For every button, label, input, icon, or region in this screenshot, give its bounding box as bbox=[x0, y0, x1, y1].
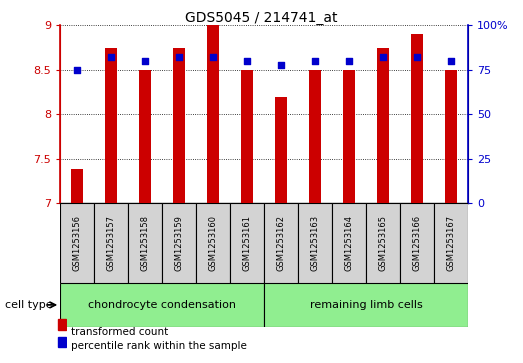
Point bbox=[209, 54, 218, 60]
Point bbox=[277, 62, 286, 68]
Text: GSM1253157: GSM1253157 bbox=[107, 215, 116, 271]
Bar bbox=[332, 203, 366, 283]
Text: GSM1253167: GSM1253167 bbox=[447, 215, 456, 271]
Bar bbox=[58, 337, 66, 347]
Text: GSM1253161: GSM1253161 bbox=[243, 215, 252, 271]
Bar bbox=[434, 203, 468, 283]
Point bbox=[243, 58, 252, 64]
Point bbox=[379, 54, 388, 60]
Text: GSM1253164: GSM1253164 bbox=[345, 215, 354, 271]
Bar bbox=[411, 34, 423, 203]
Bar bbox=[377, 48, 389, 203]
Point bbox=[311, 58, 320, 64]
Text: GSM1253165: GSM1253165 bbox=[379, 215, 388, 271]
Bar bbox=[241, 70, 253, 203]
Bar bbox=[71, 170, 83, 203]
Point bbox=[141, 58, 150, 64]
Bar bbox=[366, 203, 400, 283]
Point bbox=[345, 58, 354, 64]
Bar bbox=[196, 203, 230, 283]
Point bbox=[73, 67, 82, 73]
Bar bbox=[309, 70, 321, 203]
Bar bbox=[139, 70, 151, 203]
Bar bbox=[207, 25, 219, 203]
Bar bbox=[230, 203, 264, 283]
Bar bbox=[60, 283, 264, 327]
Bar bbox=[400, 203, 434, 283]
Text: GSM1253166: GSM1253166 bbox=[413, 215, 422, 271]
Text: GSM1253156: GSM1253156 bbox=[73, 215, 82, 271]
Text: percentile rank within the sample: percentile rank within the sample bbox=[71, 341, 246, 351]
Point bbox=[413, 54, 422, 60]
Text: GSM1253160: GSM1253160 bbox=[209, 215, 218, 271]
Text: chondrocyte condensation: chondrocyte condensation bbox=[88, 300, 236, 310]
Text: remaining limb cells: remaining limb cells bbox=[310, 300, 423, 310]
Bar bbox=[128, 203, 162, 283]
Point bbox=[107, 54, 116, 60]
Text: cell type: cell type bbox=[5, 300, 53, 310]
Text: GSM1253158: GSM1253158 bbox=[141, 215, 150, 271]
Bar bbox=[60, 203, 94, 283]
Text: GDS5045 / 214741_at: GDS5045 / 214741_at bbox=[185, 11, 338, 25]
Bar bbox=[445, 70, 457, 203]
Point bbox=[175, 54, 184, 60]
Bar bbox=[162, 203, 196, 283]
Bar bbox=[264, 203, 298, 283]
Text: GSM1253163: GSM1253163 bbox=[311, 215, 320, 271]
Bar bbox=[173, 48, 185, 203]
Text: GSM1253159: GSM1253159 bbox=[175, 215, 184, 271]
Bar bbox=[343, 70, 355, 203]
Bar bbox=[105, 48, 117, 203]
Bar bbox=[298, 203, 332, 283]
Bar bbox=[264, 283, 468, 327]
Text: GSM1253162: GSM1253162 bbox=[277, 215, 286, 271]
Bar bbox=[94, 203, 128, 283]
Bar bbox=[58, 319, 66, 330]
Text: transformed count: transformed count bbox=[71, 327, 168, 337]
Bar bbox=[275, 97, 287, 203]
Point bbox=[447, 58, 456, 64]
